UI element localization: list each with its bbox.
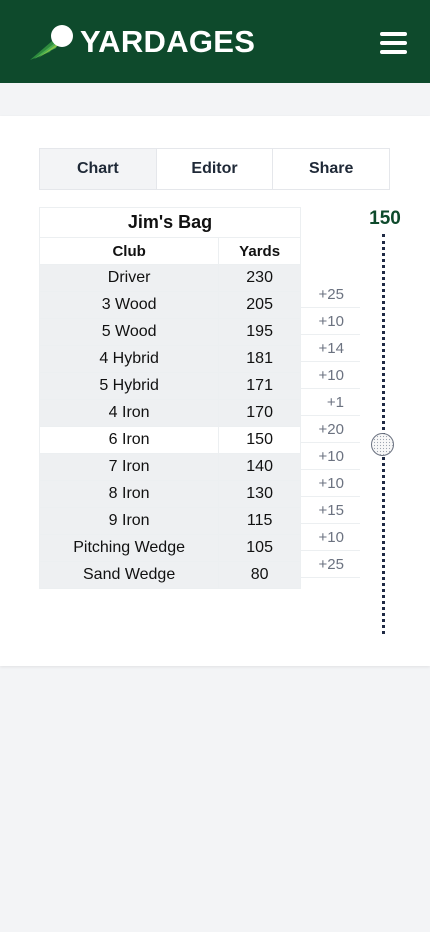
club-yards: 130 — [218, 480, 301, 508]
table-row[interactable]: Driver 230 — [38, 264, 301, 292]
club-name: Driver — [38, 264, 220, 292]
column-header-club: Club — [38, 237, 220, 265]
table-row[interactable]: 4 Iron 170 — [38, 399, 301, 427]
club-name: 6 Iron — [38, 426, 220, 454]
tab-editor[interactable]: Editor — [157, 149, 274, 189]
gap-value: +10 — [301, 308, 360, 335]
club-yards: 171 — [218, 372, 301, 400]
table-row[interactable]: 5 Wood 195 — [38, 318, 301, 346]
club-name: 3 Wood — [38, 291, 220, 319]
club-name: 4 Hybrid — [38, 345, 220, 373]
table-row[interactable]: 3 Wood 205 — [38, 291, 301, 319]
club-name: 5 Wood — [38, 318, 220, 346]
gap-value: +10 — [301, 443, 360, 470]
gap-value: +10 — [301, 470, 360, 497]
table-row[interactable]: 6 Iron 150 — [38, 426, 301, 454]
club-name: 7 Iron — [38, 453, 220, 481]
gap-value: +10 — [301, 524, 360, 551]
gap-value: +15 — [301, 497, 360, 524]
club-yards: 195 — [218, 318, 301, 346]
bag-title: Jim's Bag — [39, 207, 301, 238]
tab-share[interactable]: Share — [308, 160, 354, 177]
gap-value: +25 — [301, 281, 360, 308]
club-yards: 80 — [218, 561, 301, 589]
club-yards: 150 — [218, 426, 301, 454]
club-yards: 105 — [218, 534, 301, 562]
club-yards: 230 — [218, 264, 301, 292]
app-header: YARDAGES — [0, 0, 430, 83]
club-yards: 170 — [218, 399, 301, 427]
club-name: 4 Iron — [38, 399, 220, 427]
table-row[interactable]: 7 Iron 140 — [38, 453, 301, 481]
club-yards: 140 — [218, 453, 301, 481]
gap-value: +25 — [301, 551, 360, 578]
club-name: Sand Wedge — [38, 561, 220, 589]
gap-value: +10 — [301, 362, 360, 389]
app-title: YARDAGES — [80, 24, 256, 59]
table-row[interactable]: Sand Wedge 80 — [38, 561, 301, 589]
view-tabs: Chart Editor Share — [39, 148, 390, 190]
gap-column: +25 +10 +14 +10 +1 +20 +10 +10 +15 +10 +25 — [301, 281, 360, 578]
distance-readout: 150 — [369, 208, 401, 229]
club-name: 8 Iron — [38, 480, 220, 508]
tab-chart[interactable]: Chart — [40, 149, 157, 189]
gap-value: +14 — [301, 335, 360, 362]
gap-value: +20 — [301, 416, 360, 443]
golf-ball-icon[interactable] — [370, 432, 395, 457]
club-yards: 181 — [218, 345, 301, 373]
table-row[interactable]: Pitching Wedge 105 — [38, 534, 301, 562]
table-row[interactable]: 9 Iron 115 — [38, 507, 301, 535]
club-name: 9 Iron — [38, 507, 220, 535]
column-header-yards: Yards — [218, 237, 301, 265]
club-name: Pitching Wedge — [38, 534, 220, 562]
gap-value: +1 — [301, 389, 360, 416]
club-yards: 205 — [218, 291, 301, 319]
table-row[interactable]: 8 Iron 130 — [38, 480, 301, 508]
table-row[interactable]: 5 Hybrid 171 — [38, 372, 301, 400]
golf-ball-comet-icon — [28, 22, 76, 62]
hamburger-menu-icon[interactable] — [372, 28, 408, 58]
table-row[interactable]: 4 Hybrid 181 — [38, 345, 301, 373]
club-yards: 115 — [218, 507, 301, 535]
bag-table: Jim's Bag Club Yards Driver 230 3 Wood 205 5… — [38, 207, 301, 589]
club-name: 5 Hybrid — [38, 372, 220, 400]
